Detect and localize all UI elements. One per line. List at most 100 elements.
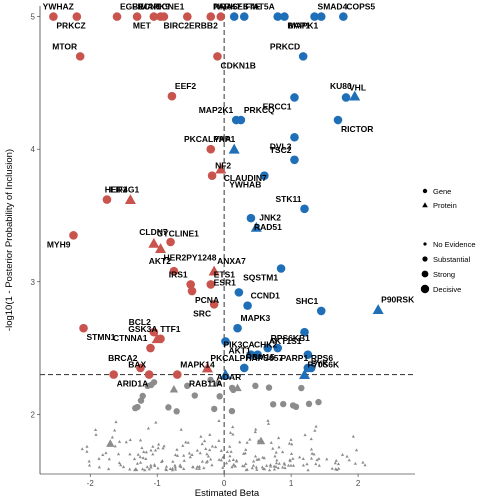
point-label: EGFR bbox=[120, 2, 144, 12]
gene-point bbox=[156, 334, 165, 344]
background-point bbox=[309, 437, 313, 441]
gene-point bbox=[183, 12, 192, 21]
background-point bbox=[363, 463, 367, 467]
background-point bbox=[288, 459, 292, 463]
background-point bbox=[97, 457, 101, 460]
background-point bbox=[144, 450, 148, 454]
gene-point bbox=[234, 288, 244, 297]
background-point bbox=[231, 458, 235, 461]
point-label: CDKN1B bbox=[220, 60, 255, 70]
protein-point bbox=[148, 237, 160, 248]
background-point bbox=[142, 450, 146, 453]
protein-point bbox=[208, 265, 220, 276]
point-label: EEF2 bbox=[175, 81, 197, 91]
background-point bbox=[305, 400, 313, 408]
background-point bbox=[253, 454, 258, 458]
background-point bbox=[199, 434, 203, 438]
background-point bbox=[225, 450, 229, 454]
background-point bbox=[271, 446, 275, 450]
background-point bbox=[206, 454, 211, 458]
gene-point bbox=[276, 264, 286, 273]
point-label: TTF1 bbox=[160, 324, 181, 334]
gene-point bbox=[112, 12, 122, 21]
background-point bbox=[170, 466, 175, 470]
gene-point bbox=[260, 171, 269, 180]
point-label: EIF4G1 bbox=[110, 185, 140, 195]
background-point bbox=[184, 382, 191, 390]
point-label: ERCC1 bbox=[263, 101, 292, 111]
background-point bbox=[314, 462, 318, 466]
background-point bbox=[153, 448, 158, 452]
background-point bbox=[255, 468, 259, 471]
point-label: CYCLINE1 bbox=[157, 228, 199, 238]
background-point bbox=[152, 462, 157, 466]
background-point bbox=[195, 448, 199, 452]
background-point bbox=[277, 436, 281, 440]
legend-gene-symbol bbox=[422, 188, 428, 194]
background-point bbox=[216, 393, 223, 400]
point-label: GSK3A bbox=[128, 324, 157, 334]
background-point bbox=[310, 451, 314, 455]
gene-point bbox=[169, 266, 179, 276]
background-point bbox=[290, 442, 294, 446]
point-label: P70S6K bbox=[308, 360, 341, 370]
background-point bbox=[213, 378, 222, 386]
background-point bbox=[139, 392, 146, 400]
point-label: PCNA bbox=[195, 295, 219, 305]
background-point bbox=[315, 398, 322, 406]
background-point bbox=[288, 458, 292, 462]
background-point bbox=[136, 452, 140, 456]
background-point bbox=[156, 466, 160, 470]
point-label: AKT2 bbox=[149, 256, 171, 266]
point-label: VHL bbox=[349, 82, 366, 92]
background-point bbox=[104, 451, 108, 455]
x-axis-title: Estimated Beta bbox=[195, 488, 260, 499]
background-point bbox=[238, 440, 242, 444]
point-label: HER2PY1248 bbox=[164, 253, 217, 263]
background-point bbox=[87, 463, 92, 467]
background-point bbox=[254, 465, 258, 469]
background-point bbox=[128, 467, 132, 471]
background-point bbox=[325, 457, 329, 461]
gene-point bbox=[166, 237, 175, 247]
background-point bbox=[205, 452, 209, 456]
gene-point bbox=[239, 12, 249, 21]
background-point bbox=[191, 392, 198, 399]
background-point bbox=[213, 445, 218, 449]
background-point bbox=[164, 464, 169, 468]
point-label: YWHAB bbox=[229, 180, 261, 190]
background-point bbox=[265, 463, 269, 467]
background-point bbox=[312, 452, 316, 456]
background-point bbox=[113, 444, 117, 448]
gene-point bbox=[316, 12, 326, 21]
point-label: TSC2 bbox=[270, 145, 292, 155]
background-point bbox=[351, 434, 355, 438]
background-point bbox=[113, 428, 117, 432]
background-point bbox=[345, 454, 349, 458]
point-label: AKT1 bbox=[228, 345, 250, 355]
background-point bbox=[306, 468, 310, 472]
gene-point bbox=[300, 327, 309, 337]
protein-point bbox=[228, 143, 240, 154]
background-point bbox=[200, 442, 204, 446]
background-point bbox=[204, 447, 208, 450]
background-point bbox=[154, 420, 158, 424]
gene-point bbox=[229, 12, 239, 21]
background-point bbox=[228, 454, 232, 458]
background-point bbox=[229, 450, 233, 453]
background-point bbox=[277, 445, 281, 449]
gene-point bbox=[79, 323, 88, 333]
background-point bbox=[227, 458, 232, 462]
gene-point bbox=[172, 370, 182, 379]
background-point bbox=[228, 431, 233, 434]
background-point bbox=[353, 461, 357, 465]
background-point bbox=[114, 420, 118, 424]
point-label: BRCA2 bbox=[108, 353, 138, 363]
background-point bbox=[289, 452, 294, 456]
gene-point bbox=[290, 155, 299, 165]
background-point bbox=[268, 464, 273, 468]
background-point bbox=[245, 440, 249, 444]
gene-point bbox=[156, 12, 165, 21]
background-point bbox=[149, 448, 153, 452]
